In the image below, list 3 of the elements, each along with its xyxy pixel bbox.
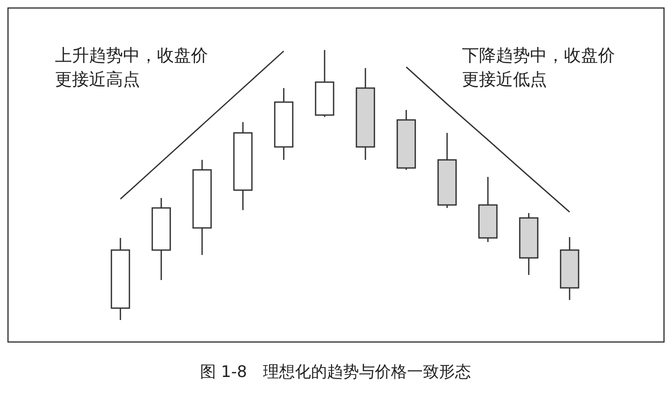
text: 图 1-8 理想化的趋势与价格一致形态 bbox=[198, 362, 472, 383]
annotation: 下降趋势中，收盘价更接近低点 bbox=[462, 45, 616, 92]
annotation: 上升趋势中，收盘价更接近高点 bbox=[55, 45, 209, 92]
